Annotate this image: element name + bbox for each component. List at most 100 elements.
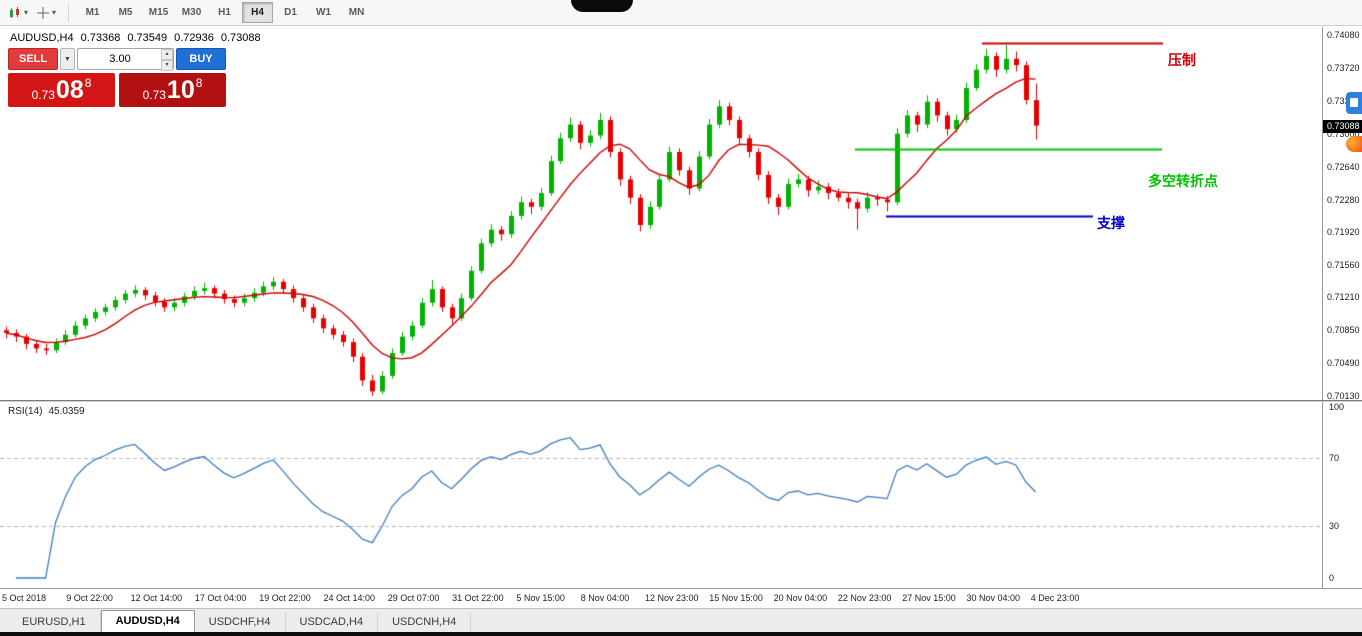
quote-open: 0.73368 (80, 32, 121, 44)
bottom-edge (0, 632, 1362, 636)
price-tick-label: 0.72280 (1327, 194, 1360, 205)
crosshair-tool-button[interactable]: ▾ (33, 3, 59, 23)
lot-decrease-button[interactable]: ▾ (161, 60, 173, 71)
buy-price-prefix: 0.73 (142, 88, 166, 102)
chart-tab-usdcnh-h4[interactable]: USDCNH,H4 (378, 612, 472, 632)
time-tick-label: 5 Oct 2018 (2, 593, 47, 603)
chart-tab-usdchf-h4[interactable]: USDCHF,H4 (195, 612, 286, 632)
buy-price-pipette: 8 (195, 76, 203, 90)
toolbar-separator (68, 3, 70, 22)
rsi-tick-label: 70 (1329, 452, 1340, 463)
sell-price-big: 08 (55, 76, 84, 104)
time-tick-label: 19 Oct 22:00 (259, 593, 311, 603)
price-tick-label: 0.70130 (1327, 391, 1360, 401)
price-tick-label: 0.73720 (1327, 62, 1360, 73)
time-tick-label: 24 Oct 14:00 (323, 593, 376, 603)
price-axis[interactable]: 0.74080 0.73720 0.73360 0.73000 0.72640 0.722… (1322, 27, 1362, 401)
rsi-indicator-label: RSI(14) 45.0359 (8, 406, 85, 417)
chevron-down-icon: ▾ (24, 8, 29, 17)
price-tick-label: 0.71920 (1327, 227, 1360, 238)
quote-close: 0.73088 (220, 32, 261, 44)
one-click-trading-panel: SELL ▼ ▴ ▾ BUY 0.73 08 8 0.7 (8, 48, 226, 107)
time-tick-label: 9 Oct 22:00 (66, 593, 113, 603)
time-tick-label: 4 Dec 23:00 (1030, 593, 1080, 603)
candlestick-chart-icon (10, 6, 19, 18)
timeframe-button-h1[interactable]: H1 (218, 7, 231, 18)
rsi-name: RSI(14) (8, 406, 43, 417)
time-tick-label: 27 Nov 15:00 (902, 593, 956, 603)
timeframe-group: M1 M5 M15 M30 H1 H4 D1 W1 MN (76, 2, 373, 23)
timeframe-button-m15[interactable]: M15 (148, 7, 169, 18)
time-tick-label: 8 Nov 04:00 (580, 593, 630, 603)
price-tick-label: 0.72640 (1327, 161, 1360, 172)
time-tick-label: 12 Nov 23:00 (645, 593, 699, 603)
time-tick-label: 17 Oct 04:00 (194, 593, 247, 603)
chart-tab-eurusd-h1[interactable]: EURUSD,H1 (8, 612, 101, 632)
chart-tab-usdcad-h4[interactable]: USDCAD,H4 (286, 612, 379, 632)
quote-line: AUDUSD,H4 0.73368 0.73549 0.72936 0.7308… (10, 32, 261, 44)
chart-tab-bar: EURUSD,H1 AUDUSD,H4 USDCHF,H4 USDCAD,H4 USDC… (0, 608, 1362, 632)
price-tick-label: 0.73000 (1327, 128, 1360, 139)
browser-app-icon[interactable] (1346, 136, 1362, 152)
lot-increase-button[interactable]: ▴ (161, 49, 173, 60)
time-axis[interactable]: 5 Oct 2018 9 Oct 22:00 12 Oct 14:00 17 Oct … (0, 588, 1362, 609)
rsi-tick-label: 30 (1329, 521, 1340, 532)
screen-notch (571, 0, 633, 12)
toolbar: ▾ ▾ M1 M5 M15 M30 H1 H4 D1 W1 MN (0, 0, 1362, 26)
timeframe-button-m5[interactable]: M5 (118, 7, 133, 18)
rsi-value: 45.0359 (48, 406, 85, 417)
crosshair-icon (37, 6, 50, 19)
sell-price-display[interactable]: 0.73 08 8 (8, 73, 115, 107)
time-tick-label: 30 Nov 04:00 (966, 593, 1021, 603)
time-tick-label: 31 Oct 22:00 (452, 593, 504, 603)
rsi-axis[interactable]: 100 70 30 0 (1322, 402, 1362, 588)
time-tick-label: 15 Nov 15:00 (709, 593, 763, 603)
desktop-dock (1346, 92, 1362, 152)
main-chart-panel: AUDUSD,H4 0.73368 0.73549 0.72936 0.7308… (0, 27, 1362, 401)
buy-button[interactable]: BUY (176, 48, 226, 70)
time-tick-label: 22 Nov 23:00 (837, 593, 892, 603)
timeframe-button-h4[interactable]: H4 (242, 2, 274, 23)
time-tick-label: 20 Nov 04:00 (773, 593, 828, 603)
rsi-canvas[interactable] (0, 402, 1322, 588)
resistance-label: 压制 (1168, 52, 1196, 68)
time-tick-label: 12 Oct 14:00 (130, 593, 183, 603)
timeframe-button-m1[interactable]: M1 (85, 7, 100, 18)
symbol-label: AUDUSD,H4 (10, 32, 74, 44)
time-tick-label: 5 Nov 15:00 (516, 593, 565, 603)
timeframe-button-m30[interactable]: M30 (181, 7, 202, 18)
timeframe-button-w1[interactable]: W1 (316, 7, 332, 18)
messenger-app-icon[interactable] (1346, 92, 1362, 114)
sell-price-pipette: 8 (84, 76, 92, 90)
rsi-tick-label: 0 (1329, 573, 1335, 583)
buy-price-display[interactable]: 0.73 10 8 (119, 73, 226, 107)
timeframe-button-d1[interactable]: D1 (284, 7, 297, 18)
chart-tab-audusd-h4[interactable]: AUDUSD,H4 (100, 610, 195, 632)
lot-size-field: ▴ ▾ (77, 48, 174, 71)
pivot-label: 多空转折点 (1148, 173, 1218, 189)
chevron-down-icon: ▾ (52, 8, 57, 17)
quote-high: 0.73549 (127, 32, 168, 44)
support-label: 支撑 (1097, 215, 1125, 231)
current-price-badge: 0.73088 (1323, 119, 1362, 133)
price-tick-label: 0.73360 (1327, 95, 1360, 106)
rsi-panel: RSI(14) 45.0359 100 70 30 0 (0, 400, 1362, 588)
sell-price-prefix: 0.73 (31, 88, 55, 102)
quote-low: 0.72936 (174, 32, 214, 44)
price-tick-label: 0.70490 (1327, 358, 1360, 369)
price-tick-label: 0.74080 (1327, 30, 1360, 40)
chevron-down-icon: ▼ (64, 55, 71, 63)
chart-type-button[interactable]: ▾ (5, 3, 31, 23)
sell-button[interactable]: SELL (8, 48, 58, 70)
lot-dropdown-button[interactable]: ▼ (60, 48, 75, 70)
lot-size-input[interactable] (77, 48, 174, 70)
rsi-tick-label: 100 (1329, 402, 1345, 412)
price-tick-label: 0.71560 (1327, 260, 1360, 271)
price-tick-label: 0.71210 (1327, 292, 1360, 303)
lot-spinner: ▴ ▾ (161, 49, 173, 71)
buy-price-big: 10 (166, 76, 195, 104)
timeframe-button-mn[interactable]: MN (348, 7, 365, 18)
price-tick-label: 0.70850 (1327, 325, 1360, 336)
time-tick-label: 29 Oct 07:00 (387, 593, 440, 603)
